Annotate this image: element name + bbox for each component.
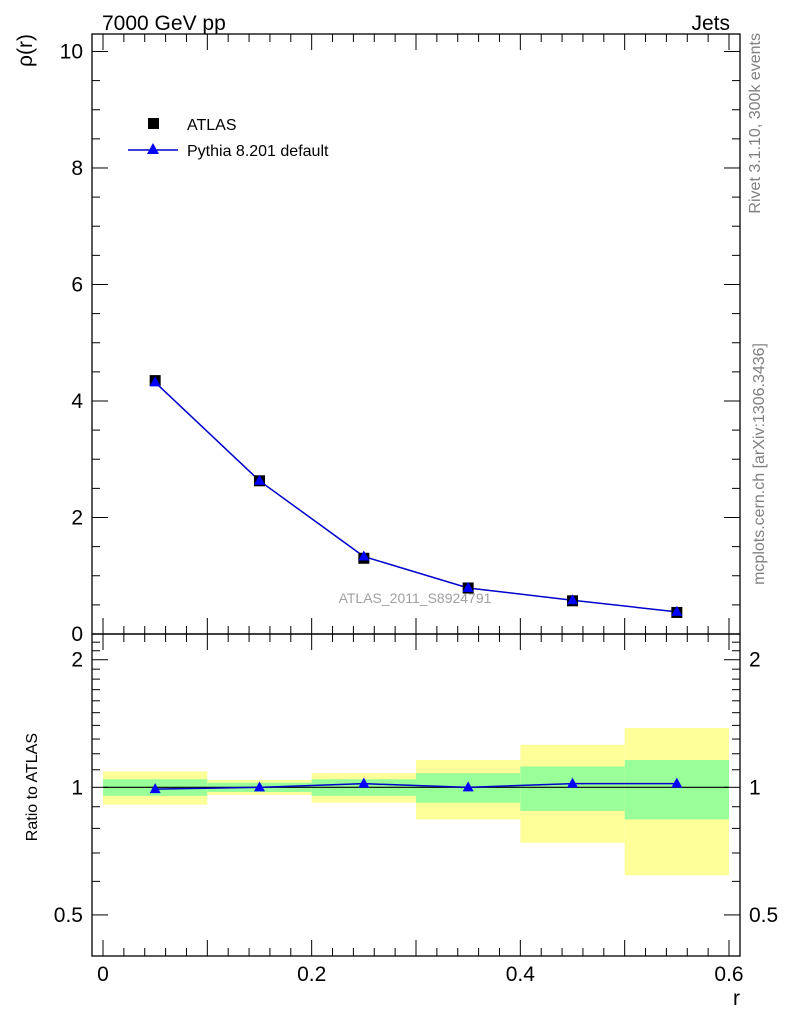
x-axis-label: r <box>733 987 740 1010</box>
mc-data-point <box>567 594 578 605</box>
ratio-y-tick-label-right: 0.5 <box>749 904 778 927</box>
ratio-mc-line <box>155 782 677 790</box>
mc-data-point <box>671 605 683 616</box>
mc-data-point <box>462 581 474 592</box>
x-tick-label: 0 <box>97 963 109 986</box>
ratio-plot-frame: 0.5 0.5 1 1 2 2 0 0.2 0.4 0.6 <box>54 633 778 986</box>
legend-label-pythia: Pythia 8.201 default <box>187 143 329 160</box>
ratio-mc-point <box>149 783 161 794</box>
header-left-label: 7000 GeV pp <box>102 12 226 35</box>
ratio-y-tick-label: 0.5 <box>54 904 83 927</box>
main-y-tick-label: 2 <box>71 506 83 529</box>
legend-marker-pythia <box>147 143 159 154</box>
main-y-tick-label: 4 <box>71 390 83 413</box>
ratio-mc-point <box>254 781 265 792</box>
ratio-mc-point <box>567 777 578 788</box>
x-tick-label: 0.6 <box>714 963 743 986</box>
mc-line <box>154 381 677 613</box>
ratio-uncertainty-bands <box>103 728 729 876</box>
ratio-y-tick-label-right: 1 <box>749 776 761 799</box>
ratio-y-tick-label-right: 2 <box>749 649 761 672</box>
main-plot-frame: 0 2 4 6 8 10 <box>60 33 741 646</box>
ratio-inner-band <box>520 766 625 811</box>
ratio-y-tick-label: 1 <box>71 776 83 799</box>
main-y-axis-label: ρ(r) <box>14 34 37 67</box>
mc-data-point <box>358 550 370 561</box>
main-y-tick-label: 8 <box>71 157 83 180</box>
legend: ATLAS Pythia 8.201 default <box>128 117 329 160</box>
ratio-y-tick-label: 2 <box>71 649 83 672</box>
x-tick-label: 0.4 <box>506 963 536 986</box>
ratio-mc-point <box>671 777 683 788</box>
mcplots-label: mcplots.cern.ch [arXiv:1306.3436] <box>751 343 768 585</box>
header-right-label: Jets <box>691 12 730 35</box>
ratio-inner-band <box>624 760 729 820</box>
legend-label-atlas: ATLAS <box>187 117 237 134</box>
main-series-layer <box>149 375 683 618</box>
ratio-series-layer <box>149 777 683 794</box>
x-tick-label: 0.2 <box>297 963 326 986</box>
mc-data-point <box>149 376 161 387</box>
main-y-tick-label: 10 <box>60 40 83 63</box>
analysis-watermark: ATLAS_2011_S8924791 <box>339 590 492 606</box>
mc-data-point <box>254 474 265 485</box>
main-y-tick-label: 0 <box>71 623 83 646</box>
ratio-mc-point <box>358 777 370 788</box>
ratio-mc-point <box>462 781 474 792</box>
main-y-tick-label: 6 <box>71 273 83 296</box>
rivet-label: Rivet 3.1.10, 300k events <box>747 33 764 214</box>
ratio-y-axis-label: Ratio to ATLAS <box>24 733 41 841</box>
legend-marker-atlas <box>148 118 159 129</box>
